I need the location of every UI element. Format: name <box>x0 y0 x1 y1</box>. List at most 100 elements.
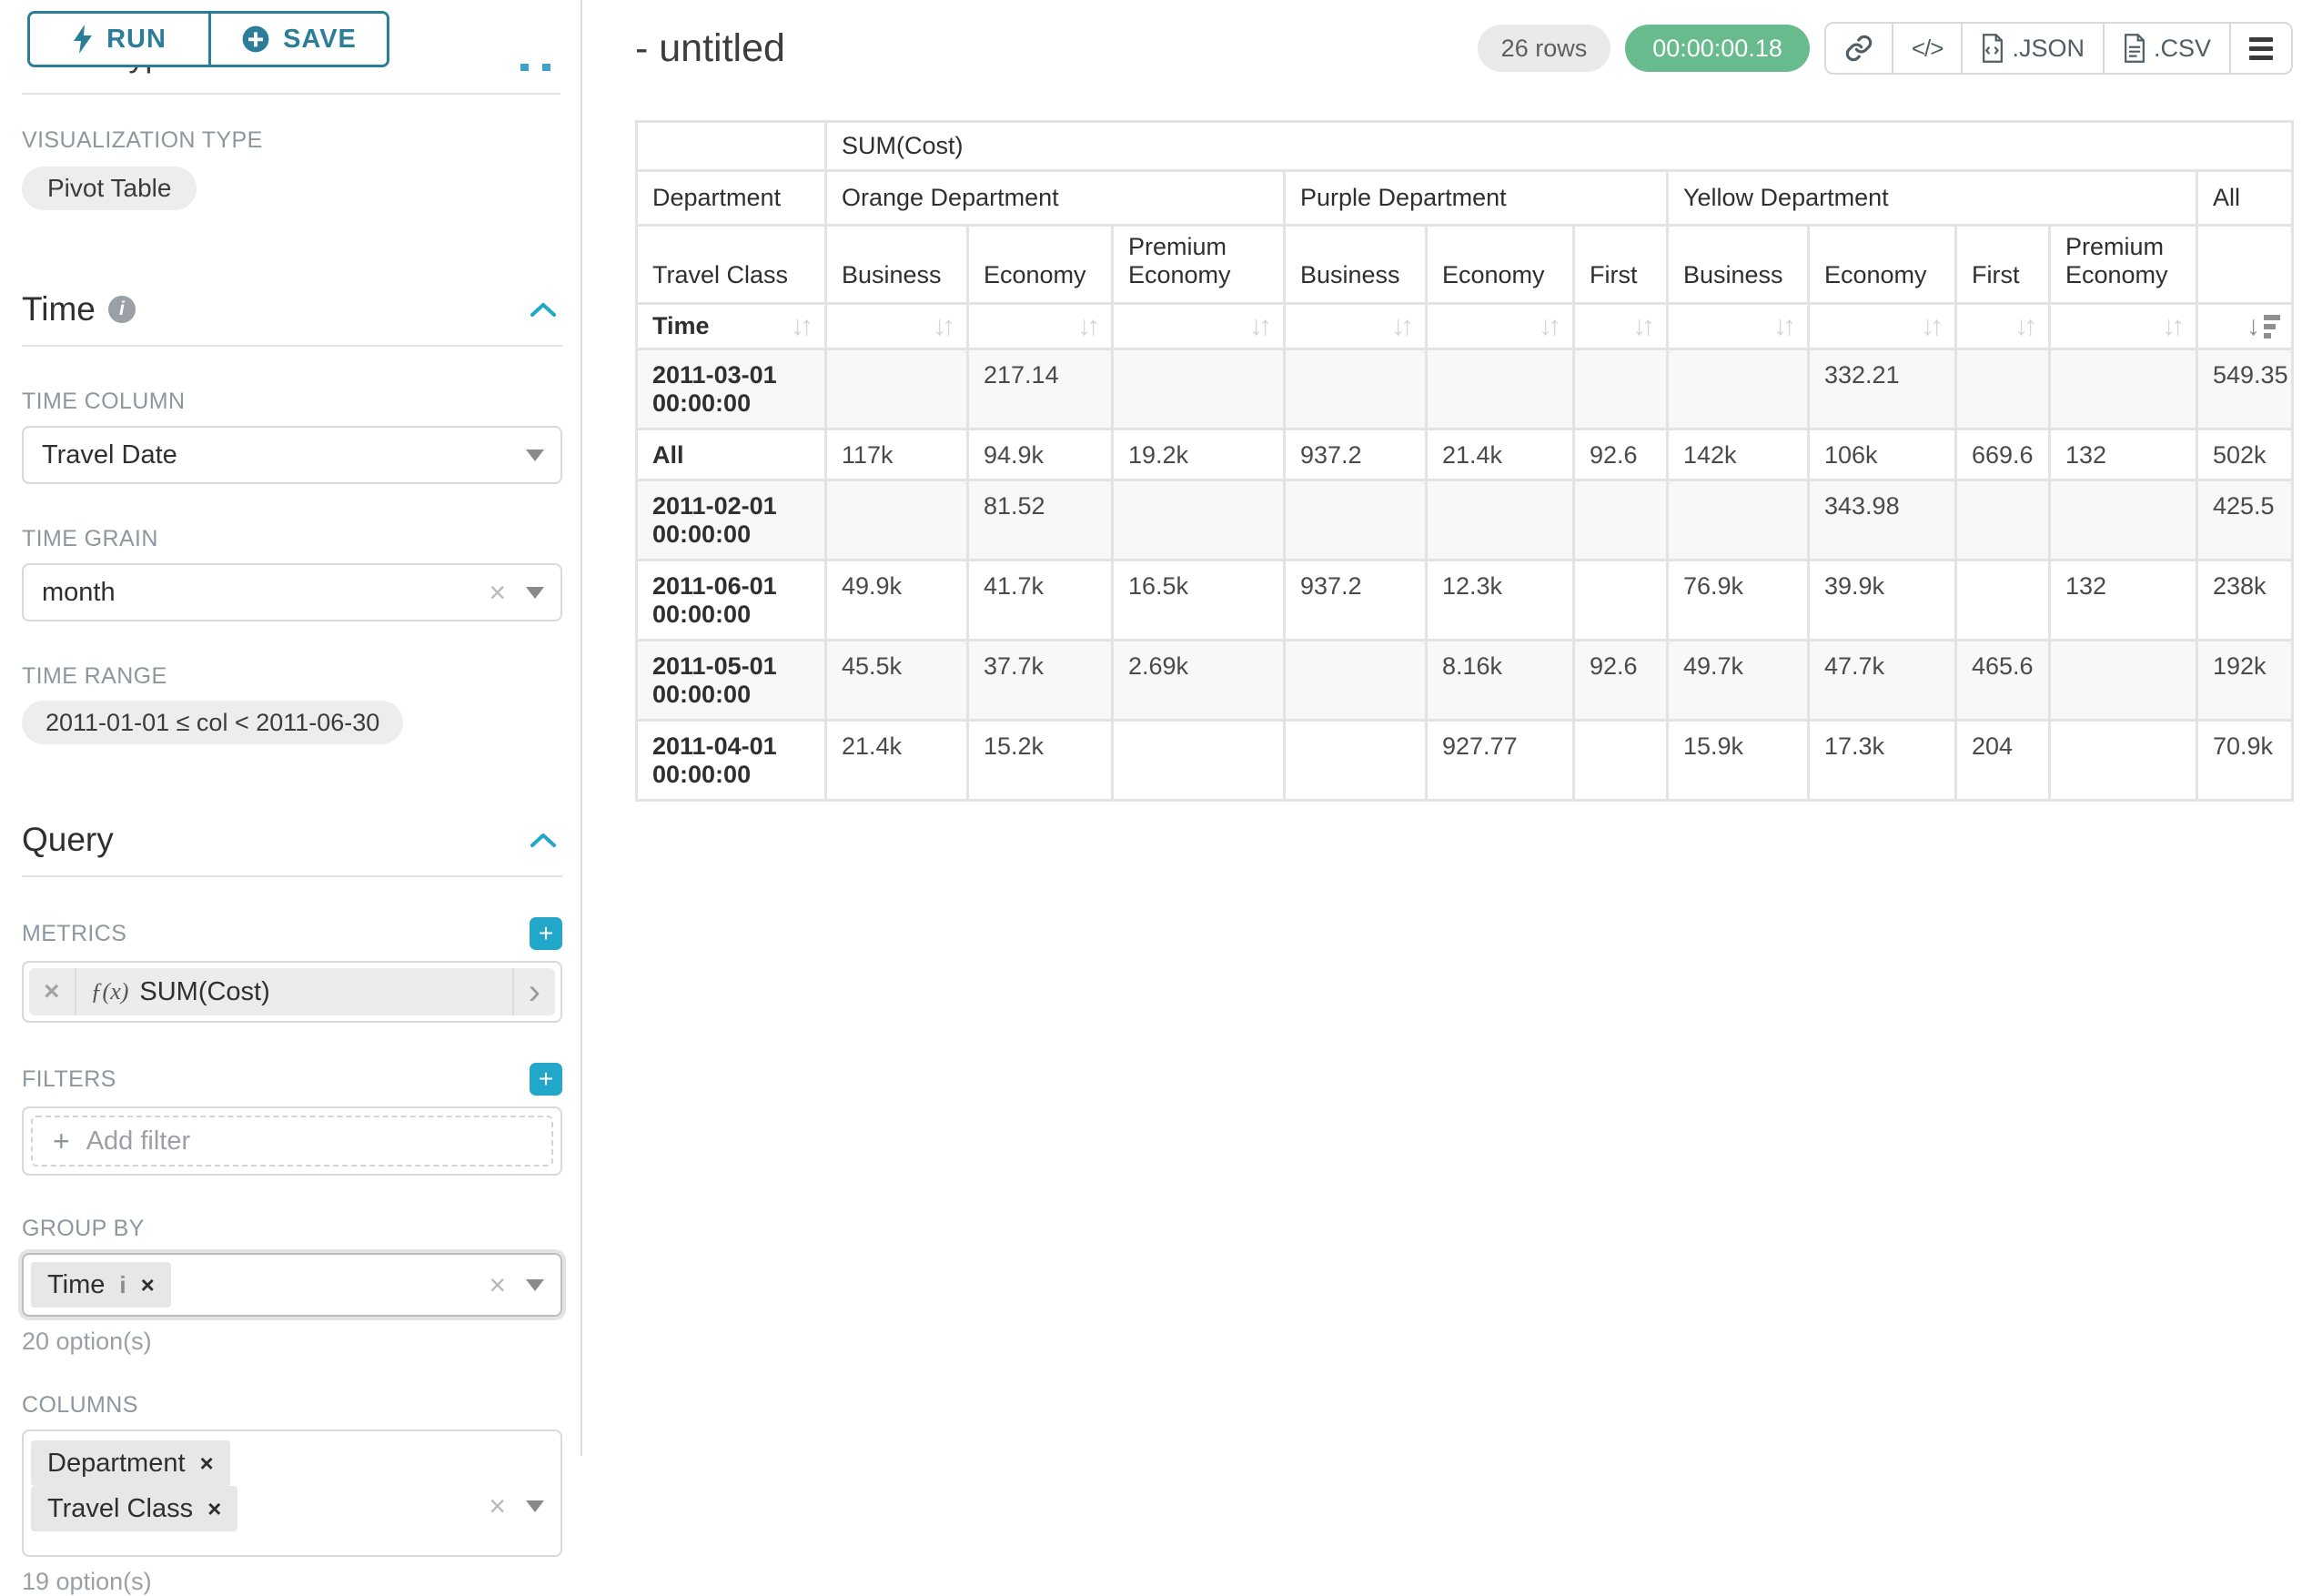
group-by-options-hint: 20 option(s) <box>22 1328 562 1356</box>
clear-icon[interactable]: × <box>489 1270 506 1299</box>
run-save-toolbar: RUN SAVE <box>0 0 581 66</box>
value-cell: 117k <box>827 430 969 481</box>
value-cell: 238k <box>2198 561 2294 641</box>
table-row: 2011-04-01 00:00:0021.4k15.2k927.7715.9k… <box>638 722 2294 802</box>
value-cell: 217.14 <box>969 350 1114 430</box>
value-cell: 92.6 <box>1575 430 1669 481</box>
remove-chip-icon[interactable]: × <box>207 1495 221 1523</box>
table-row: 2011-05-01 00:00:0045.5k37.7k2.69k8.16k9… <box>638 641 2294 722</box>
export-json-button[interactable]: .JSON <box>1961 24 2103 73</box>
class-header: Premium Economy <box>1114 227 1286 305</box>
sort-icon[interactable]: ↓↑ <box>1773 311 1796 342</box>
plus-circle-icon <box>241 25 270 54</box>
add-filter-plus-button[interactable]: + <box>530 1063 562 1096</box>
run-button[interactable]: RUN <box>30 14 208 65</box>
remove-chip-icon[interactable]: × <box>141 1271 155 1299</box>
value-cell: 16.5k <box>1114 561 1286 641</box>
row-count-badge: 26 rows <box>1478 25 1611 72</box>
chevron-down-icon[interactable] <box>526 1279 544 1291</box>
clear-icon[interactable]: × <box>489 578 506 607</box>
value-cell <box>827 350 969 430</box>
department-axis-label: Department <box>638 172 827 227</box>
chevron-right-icon[interactable]: › <box>512 968 555 1015</box>
export-csv-button[interactable]: .CSV <box>2103 24 2229 73</box>
menu-button[interactable] <box>2229 24 2291 73</box>
columns-chip-travel-class[interactable]: Travel Class × <box>31 1486 237 1531</box>
time-grain-select[interactable]: month × <box>22 563 562 621</box>
class-header: Economy <box>1428 227 1575 305</box>
time-column-select[interactable]: Travel Date <box>22 426 562 484</box>
value-cell <box>1957 481 2051 561</box>
visualization-type-label: VISUALIZATION TYPE <box>22 127 562 154</box>
value-cell: 41.7k <box>969 561 1114 641</box>
metric-pill[interactable]: × ƒ(x) SUM(Cost) › <box>29 968 555 1015</box>
value-cell: 15.2k <box>969 722 1114 802</box>
value-cell: 45.5k <box>827 641 969 722</box>
sort-icon[interactable]: ↓↑ <box>933 311 955 342</box>
sort-icon[interactable]: ↓↑ <box>1632 311 1655 342</box>
time-column-label: TIME COLUMN <box>22 389 562 415</box>
sort-descending-active-icon[interactable]: ↓ <box>2246 311 2260 342</box>
view-query-button[interactable]: </> <box>1892 24 1962 73</box>
columns-chip-department[interactable]: Department × <box>31 1440 230 1486</box>
chevron-down-icon[interactable] <box>526 587 544 599</box>
value-cell <box>2051 481 2198 561</box>
sort-icon[interactable]: ↓↑ <box>1077 311 1100 342</box>
value-cell: 15.9k <box>1669 722 1810 802</box>
chevron-down-icon[interactable] <box>526 450 544 461</box>
remove-metric-icon[interactable]: × <box>29 968 76 1015</box>
value-cell <box>2051 722 2198 802</box>
value-cell <box>2051 641 2198 722</box>
group-by-chip-time[interactable]: Time i × <box>31 1262 171 1308</box>
control-panel: Chart Type RUN SAVE VISUALIZATION TYPE P… <box>0 0 581 1456</box>
corner-cell <box>638 123 827 172</box>
value-cell: 132 <box>2051 430 2198 481</box>
value-cell: 2.69k <box>1114 641 1286 722</box>
remove-chip-icon[interactable]: × <box>200 1450 214 1478</box>
visualization-type-pill[interactable]: Pivot Table <box>22 167 197 210</box>
copy-link-button[interactable] <box>1826 24 1892 73</box>
class-header: Business <box>1669 227 1810 305</box>
collapse-chevron-icon[interactable] <box>530 832 557 848</box>
columns-select[interactable]: Department × Travel Class × × <box>22 1429 562 1557</box>
sort-icon[interactable]: ↓↑ <box>1391 311 1414 342</box>
value-cell <box>1575 350 1669 430</box>
save-button[interactable]: SAVE <box>208 14 387 65</box>
department-group-all: All <box>2198 172 2294 227</box>
class-header: Business <box>827 227 969 305</box>
group-by-select[interactable]: Time i × × <box>22 1253 562 1317</box>
sort-icon[interactable]: ↓↑ <box>2014 311 2037 342</box>
clear-icon[interactable]: × <box>489 1491 506 1520</box>
add-filter-button[interactable]: + Add filter <box>31 1116 553 1167</box>
code-icon: </> <box>1912 35 1944 63</box>
sort-icon[interactable]: ↓↑ <box>1921 311 1944 342</box>
department-header-row: Department Orange Department Purple Depa… <box>638 172 2294 227</box>
chevron-down-icon[interactable] <box>526 1500 544 1512</box>
time-range-pill[interactable]: 2011-01-01 ≤ col < 2011-06-30 <box>22 701 403 744</box>
value-cell <box>1114 350 1286 430</box>
class-header: Premium Economy <box>2051 227 2198 305</box>
section-divider <box>22 345 562 347</box>
group-by-label: GROUP BY <box>22 1216 562 1242</box>
value-cell <box>1957 350 2051 430</box>
value-cell: 21.4k <box>827 722 969 802</box>
value-cell: 192k <box>2198 641 2294 722</box>
value-cell: 39.9k <box>1810 561 1957 641</box>
value-cell: 94.9k <box>969 430 1114 481</box>
value-cell <box>1957 561 2051 641</box>
class-header-all-empty <box>2198 227 2294 305</box>
chart-title[interactable]: - untitled <box>635 26 785 71</box>
value-cell: 76.9k <box>1669 561 1810 641</box>
add-metric-button[interactable]: + <box>530 917 562 950</box>
info-icon: i <box>119 1271 126 1299</box>
sort-icon[interactable]: ↓↑ <box>1249 311 1272 342</box>
collapse-chevron-icon[interactable] <box>530 301 557 318</box>
sort-icon[interactable]: ↓↑ <box>2162 311 2185 342</box>
sort-icon[interactable]: ↓↑ <box>791 311 813 342</box>
sort-row: Time ↓↑ ↓↑↓↑↓↑↓↑↓↑↓↑↓↑↓↑↓↑↓↑↓ <box>638 305 2294 350</box>
chart-type-collapse-chevron-tip <box>520 64 529 71</box>
panel-divider <box>581 0 582 1456</box>
metric-header-row: SUM(Cost) <box>638 123 2294 172</box>
value-cell: 12.3k <box>1428 561 1575 641</box>
sort-icon[interactable]: ↓↑ <box>1539 311 1561 342</box>
